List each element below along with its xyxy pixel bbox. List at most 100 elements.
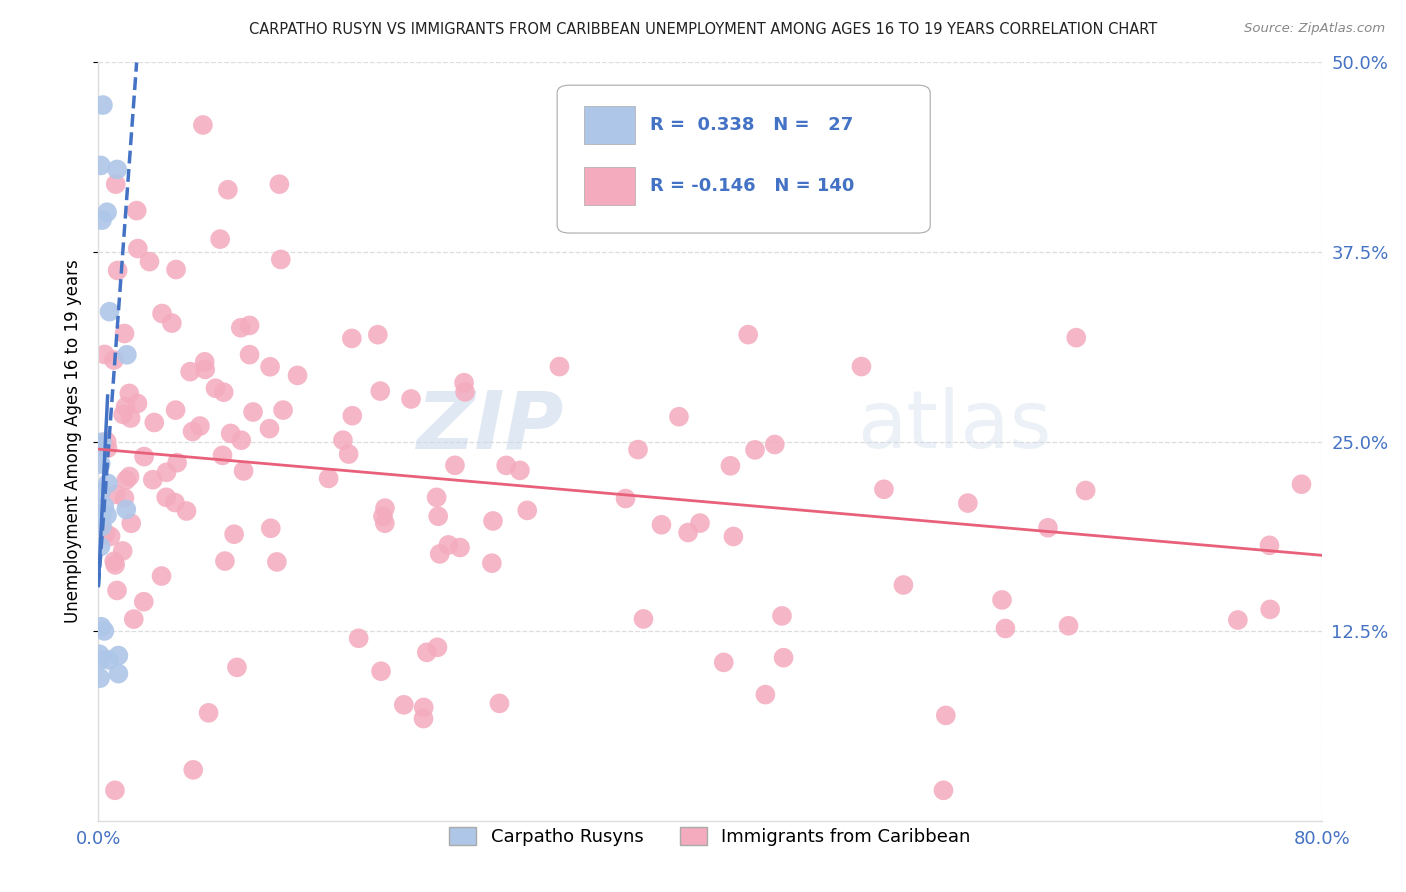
Point: [1036, 521, 1059, 535]
Point: [103, 554, 125, 568]
Point: [260, 521, 283, 535]
Point: [368, 384, 391, 398]
Point: [181, 425, 204, 439]
Point: [224, 527, 246, 541]
Point: [93, 347, 115, 361]
Point: [318, 471, 340, 485]
Point: [239, 318, 262, 333]
Point: [91, 213, 114, 227]
Point: [229, 320, 252, 334]
Point: [100, 529, 122, 543]
Point: [90, 457, 112, 471]
Point: [548, 359, 571, 374]
Point: [259, 422, 281, 436]
Point: [93, 500, 115, 514]
Point: [138, 254, 160, 268]
Point: [342, 409, 364, 423]
Point: [347, 632, 370, 646]
Point: [104, 487, 127, 501]
Text: R = -0.146   N = 140: R = -0.146 N = 140: [650, 177, 855, 195]
Y-axis label: Unemployment Among Ages 16 to 19 years: Unemployment Among Ages 16 to 19 years: [65, 260, 83, 624]
Legend: Carpatho Rusyns, Immigrants from Caribbean: Carpatho Rusyns, Immigrants from Caribbe…: [441, 820, 979, 854]
Point: [125, 203, 148, 218]
Point: [179, 365, 201, 379]
Point: [614, 491, 637, 506]
Point: [107, 666, 129, 681]
Point: [90, 485, 112, 500]
Point: [770, 608, 793, 623]
FancyBboxPatch shape: [557, 86, 931, 233]
Point: [689, 516, 711, 530]
Point: [332, 433, 354, 447]
Point: [516, 503, 538, 517]
Text: R =  0.338   N =   27: R = 0.338 N = 27: [650, 116, 853, 135]
Point: [932, 783, 955, 797]
Point: [132, 450, 155, 464]
Point: [1226, 613, 1249, 627]
Point: [90, 652, 112, 666]
Point: [488, 697, 510, 711]
Point: [188, 419, 211, 434]
Point: [1258, 538, 1281, 552]
Point: [772, 650, 794, 665]
Point: [97, 476, 120, 491]
Point: [176, 504, 198, 518]
Point: [122, 612, 145, 626]
Point: [90, 435, 112, 450]
Point: [96, 508, 118, 523]
Point: [163, 495, 186, 509]
Point: [197, 706, 219, 720]
Point: [209, 232, 232, 246]
Point: [269, 177, 291, 191]
Point: [1074, 483, 1097, 498]
Point: [226, 660, 249, 674]
Point: [211, 449, 233, 463]
Point: [107, 648, 129, 663]
Point: [150, 569, 173, 583]
Point: [453, 376, 475, 390]
Point: [127, 396, 149, 410]
Point: [105, 162, 128, 177]
Point: [725, 160, 748, 174]
Point: [370, 664, 392, 678]
Text: CARPATHO RUSYN VS IMMIGRANTS FROM CARIBBEAN UNEMPLOYMENT AMONG AGES 16 TO 19 YEA: CARPATHO RUSYN VS IMMIGRANTS FROM CARIBB…: [249, 22, 1157, 37]
Point: [96, 205, 118, 219]
Point: [103, 353, 125, 368]
Point: [482, 514, 505, 528]
Point: [143, 416, 166, 430]
Point: [1057, 619, 1080, 633]
Point: [90, 508, 112, 523]
Point: [94, 526, 117, 541]
Point: [150, 306, 173, 320]
Point: [238, 348, 260, 362]
Point: [676, 525, 699, 540]
Point: [374, 501, 396, 516]
Point: [1258, 602, 1281, 616]
Point: [90, 508, 112, 522]
Point: [90, 158, 112, 172]
Point: [371, 509, 394, 524]
Point: [873, 483, 896, 497]
Point: [90, 620, 112, 634]
Point: [444, 458, 467, 473]
Point: [509, 463, 531, 477]
Point: [287, 368, 309, 383]
Point: [104, 177, 127, 191]
Point: [96, 441, 118, 455]
Point: [115, 473, 138, 487]
Point: [429, 547, 451, 561]
FancyBboxPatch shape: [583, 167, 636, 205]
Point: [155, 490, 177, 504]
Point: [399, 392, 422, 406]
Point: [89, 540, 111, 554]
Point: [956, 496, 979, 510]
Point: [111, 544, 134, 558]
Point: [627, 442, 650, 457]
Point: [412, 700, 434, 714]
Point: [935, 708, 957, 723]
Point: [668, 409, 690, 424]
Point: [98, 304, 121, 318]
Point: [426, 491, 449, 505]
Point: [194, 355, 217, 369]
Point: [893, 578, 915, 592]
